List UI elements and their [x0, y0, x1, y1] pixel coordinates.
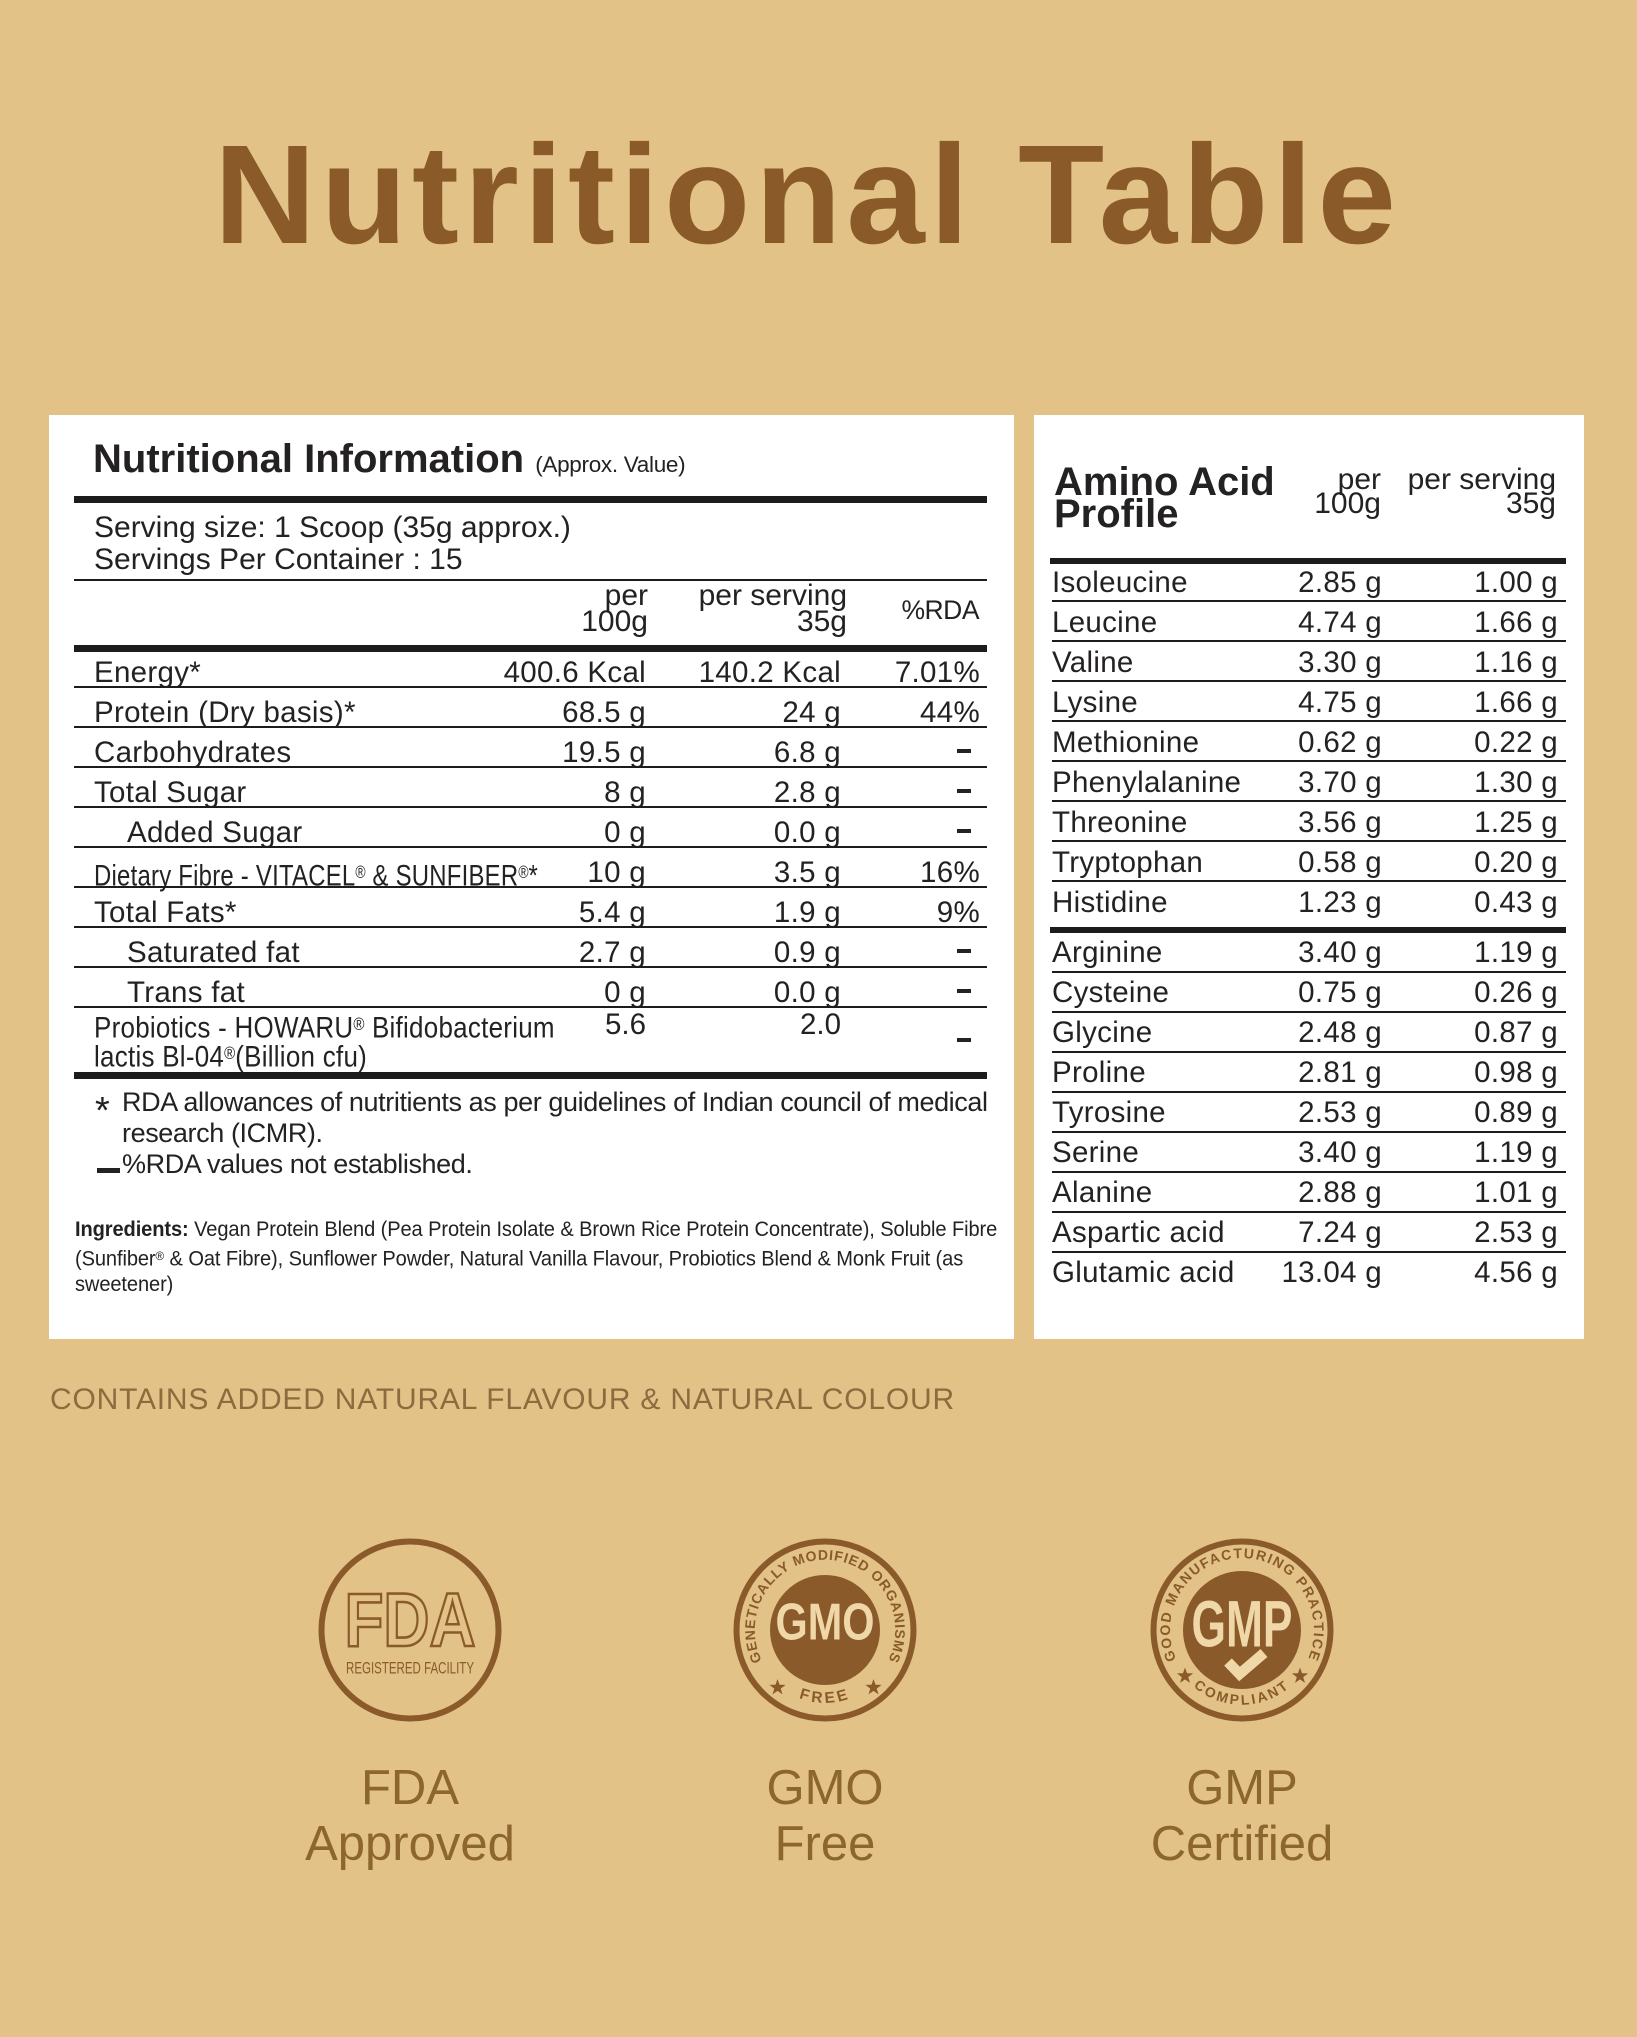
svg-text:REGISTERED FACILITY: REGISTERED FACILITY [346, 1659, 474, 1677]
svg-text:FDA: FDA [345, 1578, 476, 1663]
svg-text:GMP: GMP [1192, 1586, 1293, 1660]
svg-text:GMO: GMO [776, 1593, 875, 1651]
svg-text:FREE: FREE [798, 1685, 853, 1706]
